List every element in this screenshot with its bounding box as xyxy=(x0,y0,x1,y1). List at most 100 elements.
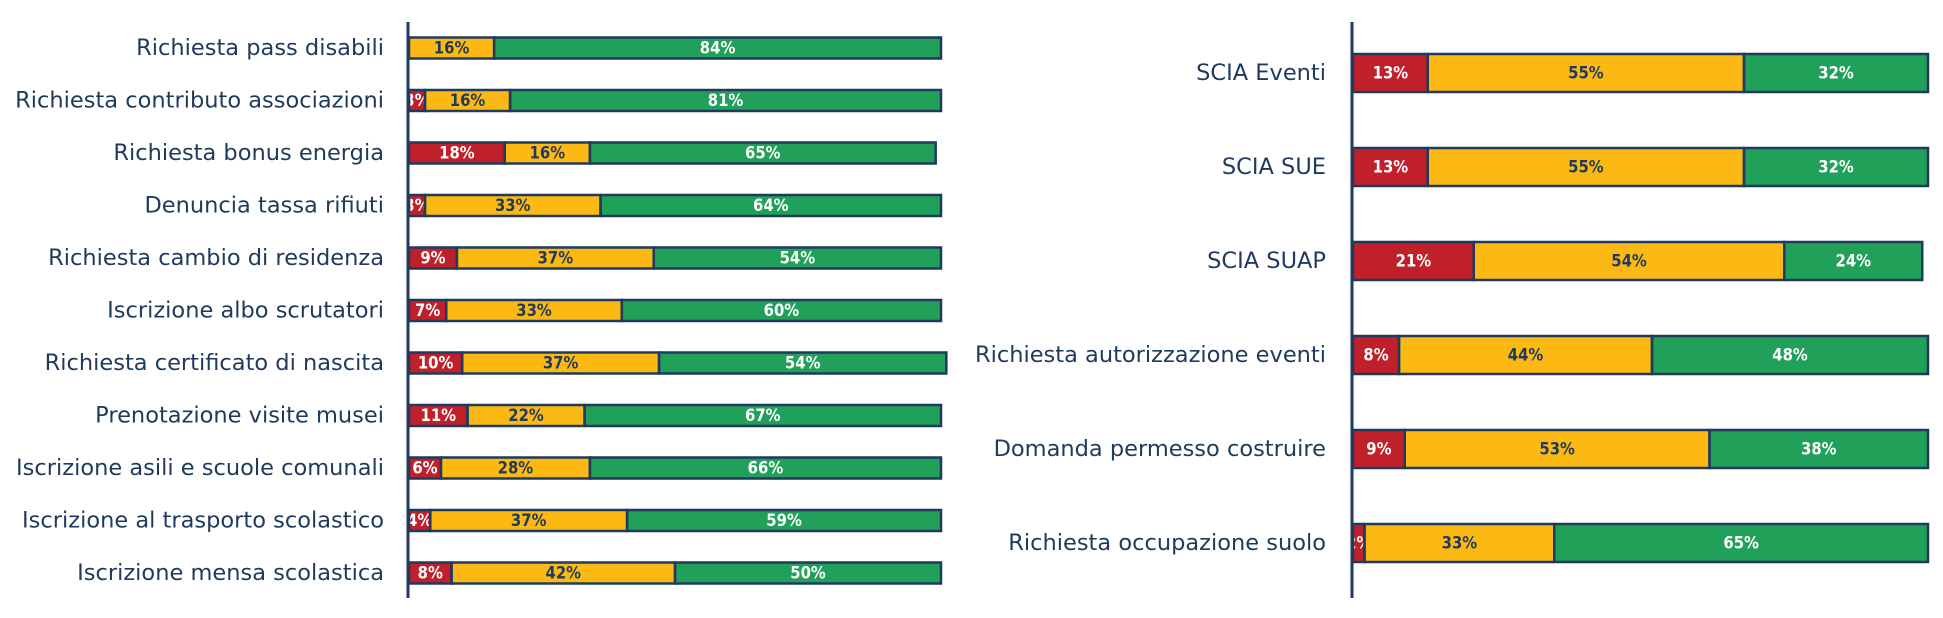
category-label: SCIA SUAP xyxy=(1207,248,1326,274)
category-label: Richiesta bonus energia xyxy=(113,140,384,166)
data-label-yellow: 22% xyxy=(508,406,544,425)
bar-segment-outline xyxy=(1742,146,1930,188)
data-label-green: 32% xyxy=(1818,64,1854,83)
bar-segment-yellow xyxy=(1364,524,1555,562)
bar-segment-outline xyxy=(657,351,948,375)
bar-segment-red xyxy=(1353,524,1365,562)
bar-segment-red xyxy=(1353,336,1399,374)
bar-segment-yellow xyxy=(1404,430,1710,468)
bar-segment-outline xyxy=(1708,428,1930,470)
bar-segment-yellow xyxy=(446,300,622,321)
bar-segment-green xyxy=(1744,54,1928,92)
category-label: SCIA SUE xyxy=(1222,154,1326,180)
bar-segment-green xyxy=(494,37,941,59)
bar-segment-red xyxy=(1353,430,1405,468)
bar-segment-yellow xyxy=(1473,242,1785,280)
data-label-yellow: 37% xyxy=(538,249,574,268)
data-label-yellow: 16% xyxy=(530,144,566,163)
bar-segment-outline xyxy=(588,456,943,480)
data-label-red: 3% xyxy=(404,196,429,215)
bar-segment-red xyxy=(409,142,505,164)
bar-segment-outline xyxy=(1553,522,1930,564)
bar-segment-red xyxy=(1353,242,1474,280)
data-label-green: 54% xyxy=(780,249,816,268)
bar-segment-green xyxy=(510,90,941,111)
bar-segment-outline xyxy=(652,246,943,270)
data-label-green: 24% xyxy=(1835,252,1871,271)
data-label-green: 81% xyxy=(708,91,744,110)
category-label: Richiesta pass disabili xyxy=(136,35,384,61)
bar-segment-green xyxy=(1744,148,1928,186)
data-label-red: 10% xyxy=(418,354,454,373)
category-label: Richiesta cambio di residenza xyxy=(48,245,384,271)
left-chart: Richiesta pass disabili 16% 84% Richiesta c… xyxy=(15,22,948,598)
bar-segment-green xyxy=(589,142,936,164)
data-label-green: 65% xyxy=(745,144,781,163)
bar-segment-green xyxy=(1784,242,1923,280)
data-label-red: 11% xyxy=(420,406,456,425)
data-label-yellow: 16% xyxy=(434,39,470,58)
category-label: SCIA Eventi xyxy=(1196,60,1326,86)
data-label-green: 32% xyxy=(1818,158,1854,177)
bar-segment-yellow xyxy=(440,457,590,479)
bar-segment-red xyxy=(409,352,463,374)
bar-segment-outline xyxy=(583,403,943,428)
data-label-green: 48% xyxy=(1772,346,1808,365)
data-label-red: 9% xyxy=(420,249,445,268)
data-label-yellow: 28% xyxy=(498,459,534,478)
bar-segment-outline xyxy=(673,561,943,585)
data-label-red: 4% xyxy=(407,511,432,530)
bar-segment-red xyxy=(409,195,425,216)
data-label-yellow: 37% xyxy=(511,511,547,530)
bar-segment-green xyxy=(600,195,941,216)
bar-segment-green xyxy=(1652,336,1928,374)
data-label-green: 50% xyxy=(790,564,826,583)
bar-segment-yellow xyxy=(467,405,585,426)
bar-segment-green xyxy=(621,300,941,321)
data-label-red: 13% xyxy=(1373,158,1409,177)
data-label-green: 59% xyxy=(766,511,802,530)
data-label-red: 8% xyxy=(1363,346,1388,365)
bar-segment-outline xyxy=(625,508,943,533)
data-label-green: 84% xyxy=(700,39,736,58)
category-label: Richiesta occupazione suolo xyxy=(1008,530,1326,556)
data-label-red: 18% xyxy=(439,144,475,163)
data-label-green: 65% xyxy=(1723,534,1759,553)
data-label-green: 60% xyxy=(764,301,800,320)
bar-segment-red xyxy=(409,510,431,531)
category-label: Prenotazione visite musei xyxy=(95,403,384,429)
bar-segment-yellow xyxy=(504,142,590,164)
data-label-green: 66% xyxy=(748,459,784,478)
data-label-yellow: 55% xyxy=(1568,158,1604,177)
bar-segment-yellow xyxy=(456,247,654,269)
bar-segment-green xyxy=(653,247,941,269)
bar-segment-yellow xyxy=(424,90,511,111)
bar-segment-red xyxy=(1353,54,1428,92)
data-label-yellow: 33% xyxy=(516,301,552,320)
bar-segment-outline xyxy=(1783,240,1924,282)
data-label-green: 64% xyxy=(753,196,789,215)
category-label: Richiesta contributo associazioni xyxy=(15,88,384,114)
bar-segment-red xyxy=(409,247,457,269)
bar-segment-yellow xyxy=(1427,148,1744,186)
data-label-yellow: 44% xyxy=(1508,346,1544,365)
bar-segment-red xyxy=(409,562,452,584)
data-label-red: 8% xyxy=(418,564,443,583)
data-label-red: 21% xyxy=(1396,252,1432,271)
category-label: Iscrizione albo scrutatori xyxy=(107,298,384,324)
bar-segment-yellow xyxy=(430,510,628,531)
category-label: Iscrizione asili e scuole comunali xyxy=(16,455,384,481)
bar-segment-outline xyxy=(1742,52,1930,94)
bar-segment-red xyxy=(1353,148,1428,186)
bar-segment-yellow xyxy=(424,195,601,216)
bar-segment-green xyxy=(1554,524,1928,562)
data-label-red: 3% xyxy=(404,91,429,110)
bar-segment-red xyxy=(409,457,441,479)
bar-segment-green xyxy=(584,405,941,426)
right-chart: SCIA Eventi 13% 55% 32% SCIA SUE 13% 55% 32% SCI… xyxy=(975,22,1930,598)
data-label-green: 67% xyxy=(745,406,781,425)
category-label: Denuncia tassa rifiuti xyxy=(144,193,384,219)
bar-segment-green xyxy=(1709,430,1928,468)
bar-segment-yellow xyxy=(409,37,495,59)
